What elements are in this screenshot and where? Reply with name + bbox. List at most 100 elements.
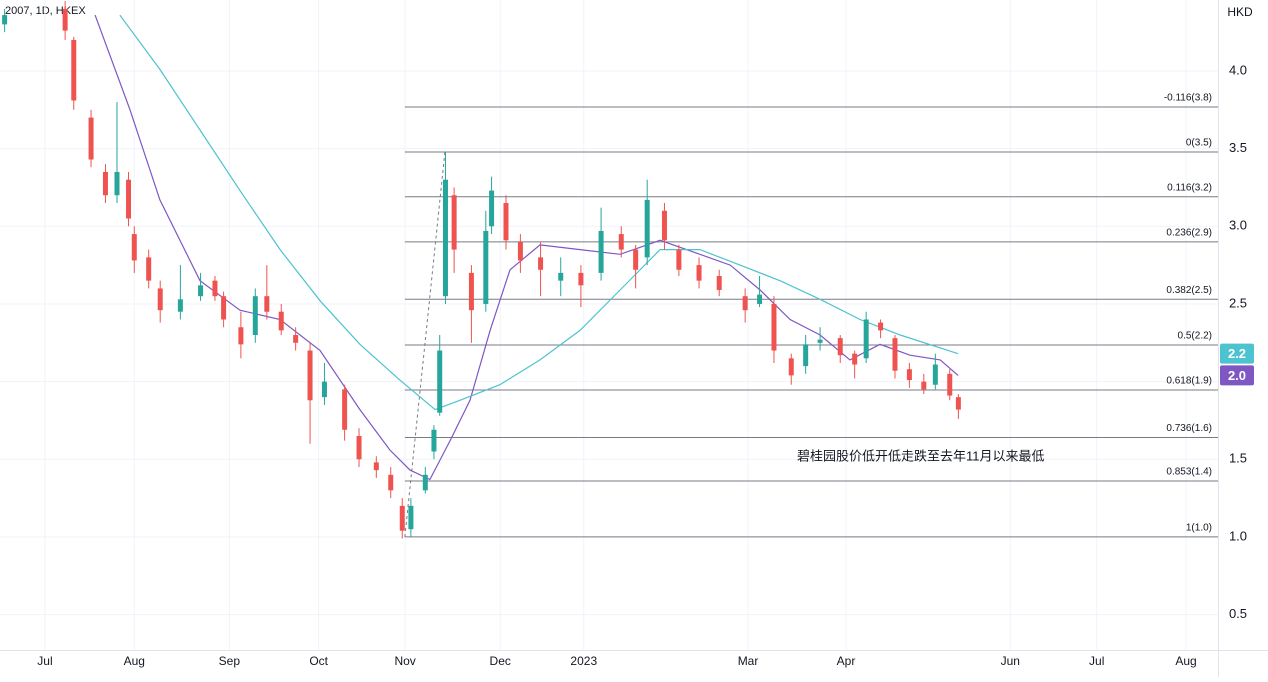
candle-body (852, 353, 858, 365)
candle-body (932, 364, 938, 385)
candle-body (863, 319, 869, 359)
candle-body (252, 296, 258, 336)
candle-body (906, 369, 912, 381)
x-tick-label: Sep (219, 654, 241, 668)
candle-body (742, 296, 748, 311)
x-tick-label: Nov (394, 654, 415, 668)
candle-body (633, 249, 639, 270)
price-badge (1220, 365, 1254, 386)
fib-label: 0.5(2.2) (1178, 331, 1212, 342)
candle-body (644, 199, 650, 258)
candle-body (342, 389, 348, 430)
candle-body (437, 350, 443, 413)
candle-body (212, 280, 218, 297)
price-badge-label: 2.2 (1228, 346, 1246, 361)
candle-body (321, 381, 327, 398)
candle-body (837, 338, 843, 356)
candle-body (878, 322, 884, 331)
x-tick-label: Oct (309, 654, 328, 668)
y-tick-label: 3.0 (1229, 218, 1247, 233)
y-tick-label: 2.5 (1229, 295, 1247, 310)
candle-body (198, 285, 204, 297)
candle-body (388, 474, 394, 491)
candle-body (422, 474, 428, 491)
candle-body (264, 296, 270, 312)
candle-body (921, 381, 927, 390)
candle-body (102, 171, 108, 196)
chart-title: 2007, 1D, HKEX (5, 5, 86, 17)
candle-body (221, 296, 227, 320)
x-tick-label: Mar (738, 654, 759, 668)
x-tick-label: Jun (1001, 654, 1020, 668)
candle-body (408, 505, 414, 530)
candle-body (947, 373, 953, 396)
candle-body (817, 339, 823, 343)
candle-body (431, 429, 437, 452)
fib-label: -0.116(3.8) (1164, 93, 1212, 104)
candle-body (517, 241, 523, 261)
candle-body (538, 257, 544, 270)
x-tick-label: Dec (490, 654, 511, 668)
candle-body (716, 275, 722, 290)
candle-body (468, 272, 474, 311)
y-tick-label: 1.5 (1229, 451, 1247, 466)
fib-label: 0.736(1.6) (1166, 423, 1212, 434)
y-tick-label: 4.0 (1229, 62, 1247, 77)
candle-body (293, 335, 299, 343)
candle-body (71, 39, 77, 101)
x-tick-label: Apr (837, 654, 856, 668)
candle-body (88, 117, 94, 160)
candle-body (803, 344, 809, 367)
moving-average (119, 14, 959, 411)
candle-body (278, 311, 284, 331)
candle-body (661, 210, 667, 241)
candle-body (578, 272, 584, 286)
y-tick-label: 1.0 (1229, 528, 1247, 543)
candle-body (955, 397, 961, 410)
y-tick-label: 3.5 (1229, 140, 1247, 155)
candle-body (177, 299, 183, 312)
x-tick-label: Jul (37, 654, 52, 668)
candle-body (373, 462, 379, 471)
candle-body (62, 8, 68, 31)
candle-body (131, 234, 137, 261)
candle-body (598, 230, 604, 273)
fib-label: 0.618(1.9) (1166, 376, 1212, 387)
candle-body (503, 202, 509, 241)
x-tick-label: Jul (1089, 654, 1104, 668)
candle-body (307, 350, 313, 401)
price-badge-label: 2.0 (1228, 368, 1246, 383)
candle-body (114, 171, 120, 196)
candle-body (757, 294, 763, 304)
grid (0, 0, 1218, 650)
candle-body (451, 195, 457, 250)
annotation: 碧桂园股价低开低走跌至去年11月以来最低 (797, 448, 1045, 463)
candle-body (399, 505, 405, 531)
candle-body (696, 265, 702, 281)
candle-body (356, 435, 362, 460)
candle-body (146, 257, 152, 281)
candle-body (676, 249, 682, 270)
candle-body (483, 230, 489, 304)
candle-body (126, 179, 132, 219)
fib-label: 0.116(3.2) (1167, 182, 1212, 193)
price-badge (1220, 343, 1254, 364)
candle-body (558, 272, 564, 281)
candle-body (892, 338, 898, 371)
candle-body (771, 303, 777, 351)
y-tick-label: 0.5 (1229, 606, 1247, 621)
fib-label: 1(1.0) (1186, 523, 1212, 534)
x-tick-label: 2023 (570, 654, 597, 668)
y-unit: HKD (1227, 5, 1253, 19)
candle-body (157, 288, 163, 311)
fib-label: 0.236(2.9) (1166, 227, 1212, 238)
fib-label: 0.853(1.4) (1166, 467, 1212, 478)
x-tick-label: Aug (124, 654, 145, 668)
candle-body (618, 234, 624, 250)
candle-body (788, 358, 794, 376)
candle-body (489, 190, 495, 227)
candle-body (442, 179, 448, 297)
fib-label: 0(3.5) (1186, 138, 1212, 149)
